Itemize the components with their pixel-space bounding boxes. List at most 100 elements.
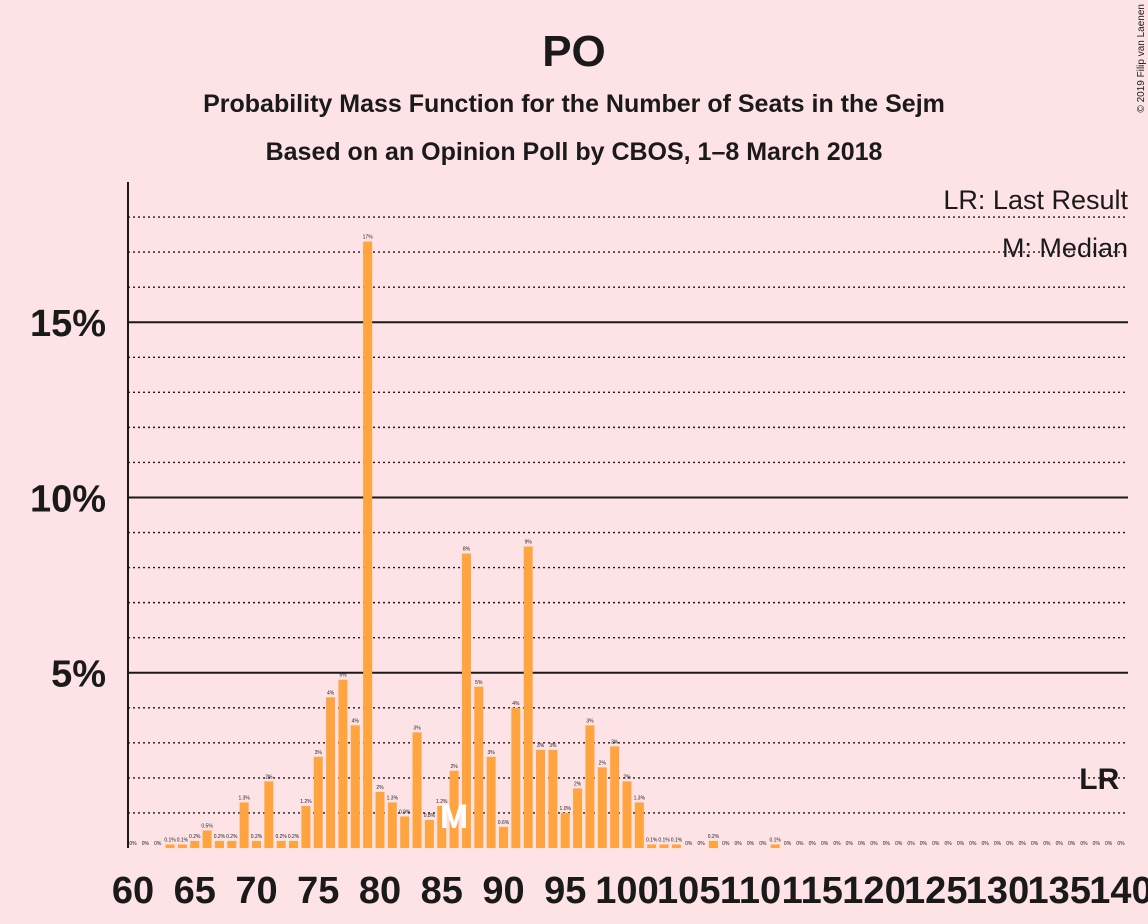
data-label: 2% [265, 774, 273, 780]
bar [585, 725, 595, 848]
data-label: 3% [611, 739, 619, 745]
data-label: 3% [488, 750, 496, 756]
bar [363, 241, 373, 848]
chart-title: PO [542, 27, 606, 76]
bar [239, 802, 249, 848]
data-label: 5% [475, 680, 483, 686]
data-label: 0% [1068, 841, 1076, 847]
data-label: 0% [944, 841, 952, 847]
chart-subtitle-2: Based on an Opinion Poll by CBOS, 1–8 Ma… [266, 138, 883, 166]
bar [770, 844, 780, 848]
data-label: 1.3% [238, 795, 250, 801]
data-label: 0% [858, 841, 866, 847]
x-tick-label: 135 [1028, 870, 1091, 912]
x-tick-label: 140 [1089, 870, 1148, 912]
y-tick-label: 10% [30, 478, 106, 520]
bar [708, 840, 718, 848]
y-tick-label: 5% [51, 654, 106, 696]
x-tick-label: 95 [544, 870, 586, 912]
data-label: 0.1% [164, 837, 176, 843]
bar [536, 749, 546, 848]
x-tick-label: 120 [842, 870, 905, 912]
data-label: 0.2% [251, 834, 263, 840]
data-label: 0% [809, 841, 817, 847]
data-label: 1.2% [300, 799, 312, 805]
bar [289, 840, 299, 848]
bar [499, 826, 508, 848]
median-marker: M [440, 798, 468, 836]
data-label: 1.3% [634, 795, 646, 801]
data-label: 0.6% [498, 820, 510, 826]
data-label: 0.1% [671, 837, 683, 843]
x-tick-label: 125 [904, 870, 967, 912]
data-label: 0% [883, 841, 891, 847]
data-label: 3% [549, 743, 557, 749]
data-label: 0% [722, 841, 730, 847]
bar [350, 725, 360, 848]
data-label: 0% [759, 841, 767, 847]
x-tick-label: 85 [421, 870, 463, 912]
x-tick-label: 90 [482, 870, 524, 912]
data-label: 2% [450, 764, 458, 770]
data-label: 0% [154, 841, 162, 847]
data-label: 0% [129, 841, 137, 847]
bar [387, 802, 397, 848]
data-label: 0.8% [424, 813, 436, 819]
data-label: 0% [969, 841, 977, 847]
data-label: 0.2% [214, 834, 226, 840]
legend-last-result: LR: Last Result [943, 185, 1128, 215]
data-label: 0% [1006, 841, 1014, 847]
data-label: 0.1% [646, 837, 658, 843]
data-label: 0% [142, 841, 150, 847]
bar [511, 707, 521, 848]
data-label: 4% [327, 690, 335, 696]
y-tick-labels: 5% 10% 15% [30, 303, 106, 696]
bar [486, 756, 496, 848]
data-labels: 0% 0% 0%0.1% 0.1%0.2%0.5%0.2% 0.2%1.3%0.2%2%… [129, 235, 1125, 847]
data-label: 0% [1043, 841, 1051, 847]
data-label: 0% [833, 841, 841, 847]
data-label: 0% [907, 841, 915, 847]
data-label: 0.2% [288, 834, 300, 840]
data-label: 0% [957, 841, 965, 847]
data-label: 0.1% [658, 837, 670, 843]
data-label: 0% [1080, 841, 1088, 847]
copyright-text: © 2019 Filip van Laenen [1136, 4, 1147, 113]
data-label: 0.2% [275, 834, 287, 840]
data-label: 0% [735, 841, 743, 847]
bar [449, 770, 459, 848]
bar [424, 819, 434, 848]
bar [177, 844, 187, 848]
data-label: 1.0% [560, 806, 572, 812]
data-label: 4% [352, 718, 360, 724]
bar [301, 805, 311, 848]
bar [326, 697, 336, 848]
bar [252, 840, 261, 848]
data-label: 0% [1093, 841, 1101, 847]
data-label: 2% [376, 785, 384, 791]
x-tick-label: 75 [297, 870, 339, 912]
x-tick-label: 105 [657, 870, 720, 912]
data-label: 0% [1019, 841, 1027, 847]
data-label: 0% [821, 841, 829, 847]
data-label: 1.2% [436, 799, 448, 805]
data-label: 2% [599, 760, 607, 766]
bar [610, 746, 620, 848]
data-label: 0% [796, 841, 804, 847]
data-label: 3% [586, 718, 594, 724]
data-label: 2% [574, 781, 582, 787]
data-label: 5% [339, 673, 347, 679]
bars [165, 241, 780, 848]
x-tick-label: 110 [720, 870, 781, 912]
bar [437, 805, 447, 848]
data-label: 3% [537, 743, 545, 749]
bar [634, 802, 644, 848]
bar [165, 844, 175, 848]
data-label: 0% [895, 841, 903, 847]
bar [313, 756, 323, 848]
data-label: 0.2% [708, 834, 720, 840]
bar [214, 840, 224, 848]
x-tick-label: 65 [174, 870, 216, 912]
bar [647, 844, 657, 848]
